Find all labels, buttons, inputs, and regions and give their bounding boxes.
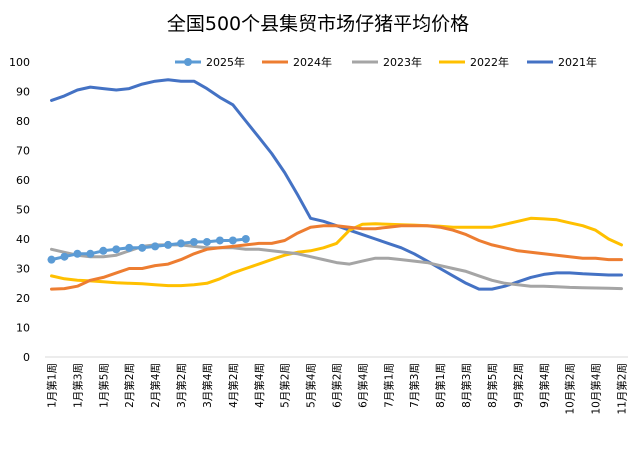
data-point — [202, 237, 211, 246]
x-tick-label: 2月第2周 — [123, 363, 136, 408]
data-point — [47, 255, 56, 264]
x-tick-label: 4月第2周 — [227, 363, 240, 408]
y-tick-label: 70 — [16, 145, 30, 158]
x-tick-label: 7月第1周 — [382, 363, 395, 408]
x-tick-label: 1月第1周 — [45, 363, 58, 408]
x-axis: 1月第1周 1月第3周 1月第5周 2月第2周 2月第4周 3月第2周 3月第4周 4月第2周… — [45, 356, 629, 415]
data-point — [73, 249, 82, 258]
series-line-2025年 — [50, 237, 248, 262]
data-point — [99, 246, 108, 255]
x-tick-label: 8月第5周 — [486, 363, 499, 408]
x-tick-label: 1月第5周 — [97, 363, 110, 408]
data-point — [60, 252, 69, 261]
legend-label: 2021年 — [558, 55, 597, 69]
data-point — [86, 249, 95, 258]
data-point — [189, 237, 198, 246]
x-tick-label: 9月第4周 — [538, 363, 551, 408]
data-point — [241, 235, 250, 243]
x-tick-label: 6月第4周 — [356, 363, 369, 408]
legend: 2025年 2024年 2023年 2022年 2021年 — [175, 55, 597, 69]
series-line-2021年 — [50, 78, 623, 291]
y-tick-label: 40 — [16, 233, 30, 246]
y-tick-label: 50 — [16, 204, 30, 217]
series-line-2022年 — [50, 216, 623, 288]
x-tick-label: 2月第4周 — [149, 363, 162, 408]
data-point — [151, 242, 160, 251]
y-axis: 0 10 20 30 40 50 60 70 80 90 100 — [9, 56, 30, 364]
data-point — [177, 239, 186, 248]
data-point — [164, 240, 173, 249]
x-tick-label: 3月第2周 — [175, 363, 188, 408]
y-tick-label: 10 — [16, 322, 30, 335]
y-tick-label: 80 — [16, 115, 30, 128]
y-tick-label: 90 — [16, 86, 30, 99]
data-point — [112, 245, 121, 254]
x-tick-label: 7月第3周 — [408, 363, 421, 408]
x-tick-label: 8月第1周 — [434, 363, 447, 408]
legend-marker — [184, 58, 192, 66]
y-tick-label: 100 — [9, 56, 30, 69]
x-tick-label: 10月第2周 — [564, 363, 577, 415]
data-point — [215, 236, 224, 245]
x-tick-label: 3月第4周 — [201, 363, 214, 408]
data-point — [138, 243, 147, 252]
x-tick-label: 5月第4周 — [305, 363, 318, 408]
legend-label: 2025年 — [206, 55, 245, 69]
x-tick-label: 4月第4周 — [253, 363, 266, 408]
data-point — [125, 243, 134, 252]
y-tick-label: 20 — [16, 292, 30, 305]
legend-label: 2023年 — [383, 55, 422, 69]
x-tick-label: 1月第3周 — [71, 363, 84, 408]
y-tick-label: 60 — [16, 174, 30, 187]
series-line-2024年 — [50, 224, 623, 291]
x-tick-label: 5月第2周 — [279, 363, 292, 408]
series-layer — [47, 78, 623, 291]
legend-label: 2024年 — [293, 55, 332, 69]
legend-label: 2022年 — [470, 55, 509, 69]
x-tick-label: 6月第2周 — [331, 363, 344, 408]
x-tick-label: 10月第4周 — [590, 363, 603, 415]
y-tick-label: 30 — [16, 263, 30, 276]
x-tick-label: 8月第3周 — [460, 363, 473, 408]
x-tick-label: 9月第2周 — [512, 363, 525, 408]
x-tick-label: 11月第2周 — [616, 363, 629, 415]
data-point — [228, 236, 237, 245]
chart-title: 全国500个县集贸市场仔猪平均价格 — [167, 13, 469, 35]
y-tick-label: 0 — [23, 351, 30, 364]
